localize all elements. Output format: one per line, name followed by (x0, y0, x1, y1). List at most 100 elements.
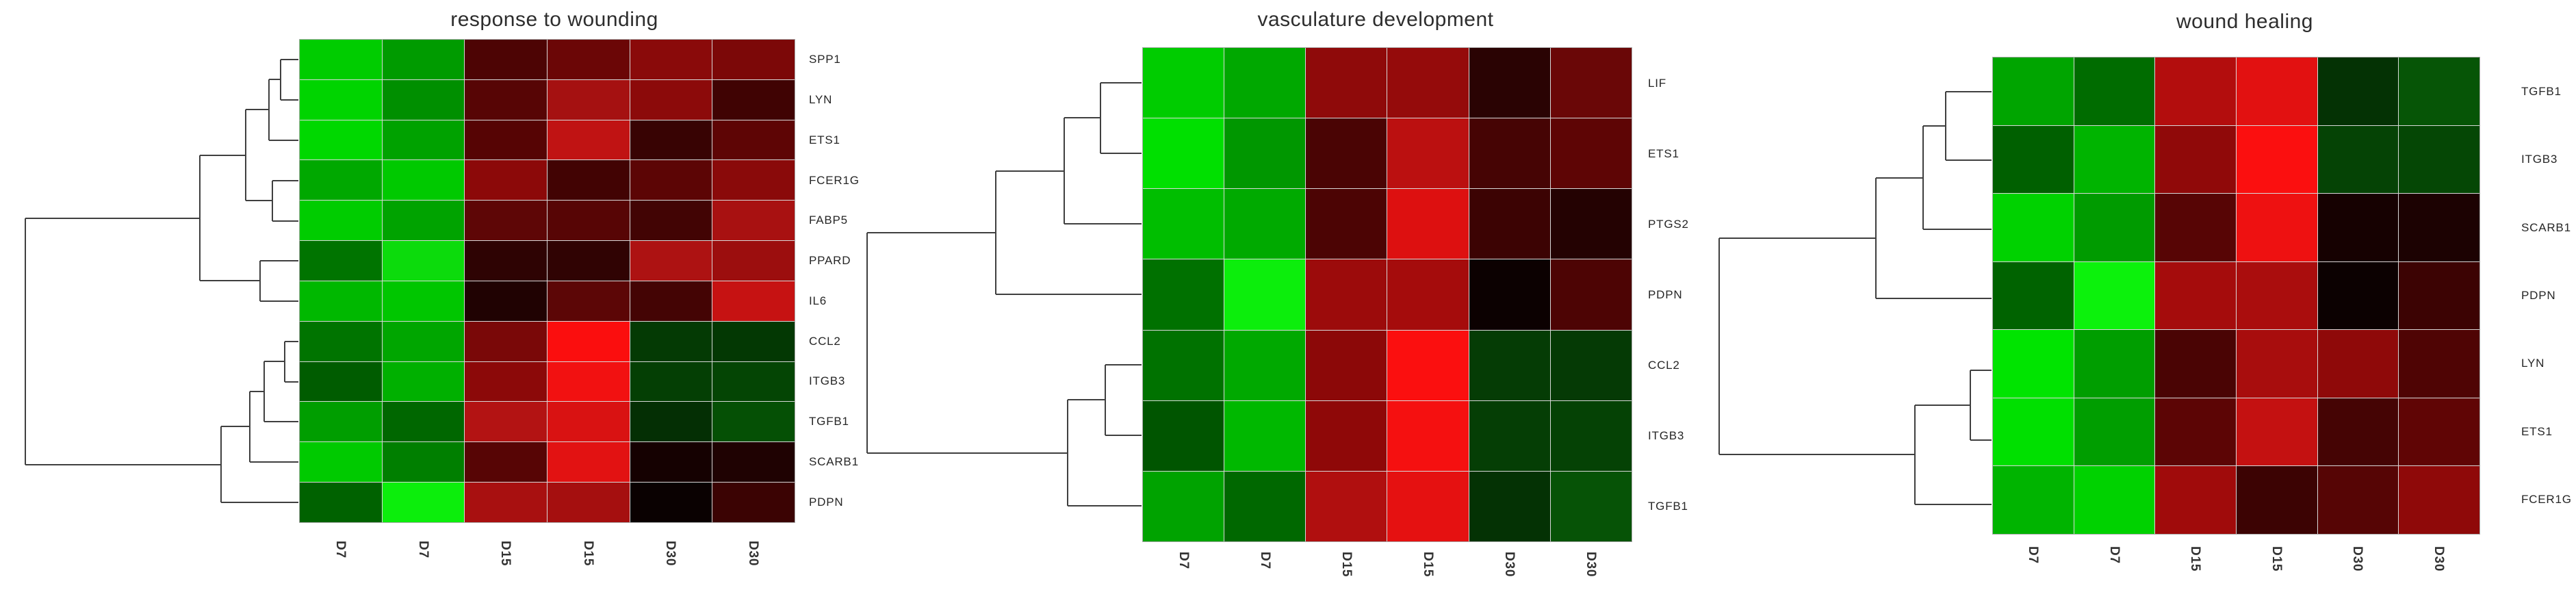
heatmap-cell-ETS1-D7-c0 (300, 120, 382, 160)
heatmap-cell-PDPN-D7-c1 (2074, 261, 2155, 330)
heatmap-cell-SCARB1-D30-c5 (712, 442, 795, 483)
heatmap-cell-FCER1G-D7-c1 (2074, 466, 2155, 534)
heatmap-wound-healing (1992, 57, 2480, 535)
heatmap-cell-PDPN-D7-c0 (1143, 259, 1224, 330)
gene-label-SCARB1: SCARB1 (2521, 220, 2571, 234)
heatmap-cell-PDPN-D7-c1 (382, 483, 465, 522)
heatmap-cell-PTGS2-D7-c1 (1224, 189, 1306, 259)
column-label-D15-c2: D15 (2188, 546, 2203, 572)
heatmap-cell-TGFB1-D7-c0 (300, 402, 382, 442)
gene-label-ETS1: ETS1 (2521, 424, 2553, 438)
gene-label-PDPN: PDPN (2521, 289, 2556, 302)
gene-label-TGFB1: TGFB1 (809, 415, 849, 428)
heatmap-cell-TGFB1-D7-c0 (1993, 57, 2074, 125)
heatmap-cell-PTGS2-D7-c0 (1143, 189, 1224, 259)
heatmap-cell-TGFB1-D15-c3 (2236, 57, 2317, 125)
heatmap-cell-TGFB1-D15-c2 (2155, 57, 2236, 125)
gene-label-LIF: LIF (1648, 76, 1666, 90)
gene-label-FABP5: FABP5 (809, 214, 848, 227)
panel-title-vasculature-development: vasculature development (1257, 8, 1494, 31)
heatmap-cell-PDPN-D30-c5 (712, 483, 795, 522)
heatmap-cell-CCL2-D7-c0 (300, 321, 382, 361)
heatmap-cell-FCER1G-D15-c2 (465, 160, 547, 201)
heatmap-cell-ETS1-D7-c0 (1143, 118, 1224, 189)
heatmap-cell-PDPN-D15-c2 (1306, 259, 1387, 330)
heatmap-cell-TGFB1-D7-c1 (1224, 471, 1306, 541)
heatmap-cell-CCL2-D15-c3 (547, 321, 630, 361)
column-label-D30-c4: D30 (2350, 546, 2365, 572)
gene-label-CCL2: CCL2 (809, 334, 841, 348)
heatmap-cell-ITGB3-D15-c3 (1387, 400, 1469, 471)
heatmap-cell-ETS1-D15-c3 (547, 120, 630, 160)
heatmap-cell-LYN-D30-c5 (2399, 330, 2480, 398)
column-label-D7-c0: D7 (333, 541, 348, 559)
heatmap-cell-CCL2-D7-c1 (1224, 330, 1306, 400)
heatmap-cell-LYN-D15-c2 (2155, 330, 2236, 398)
heatmap-cell-TGFB1-D30-c4 (630, 402, 712, 442)
heatmap-cell-LYN-D7-c1 (382, 79, 465, 120)
heatmap-cell-PPARD-D15-c2 (465, 241, 547, 281)
heatmap-cell-SCARB1-D30-c4 (630, 442, 712, 483)
gene-label-LYN: LYN (809, 93, 833, 107)
gene-label-FCER1G: FCER1G (809, 173, 860, 187)
heatmap-cell-TGFB1-D30-c4 (2317, 57, 2399, 125)
heatmap-cell-ITGB3-D7-c0 (300, 361, 382, 402)
gene-label-PDPN: PDPN (1648, 287, 1683, 301)
heatmap-cell-FABP5-D7-c0 (300, 201, 382, 241)
heatmap-cell-SCARB1-D7-c1 (2074, 194, 2155, 261)
heatmap-cell-PPARD-D30-c5 (712, 241, 795, 281)
heatmap-cell-LYN-D7-c0 (300, 79, 382, 120)
heatmap-cell-FABP5-D15-c2 (465, 201, 547, 241)
heatmap-cell-SCARB1-D7-c1 (382, 442, 465, 483)
column-label-D15-c3: D15 (1420, 552, 1435, 578)
heatmap-cell-ITGB3-D15-c3 (2236, 125, 2317, 194)
heatmap-cell-ETS1-D30-c4 (2317, 398, 2399, 466)
column-label-D30-c4: D30 (1502, 552, 1517, 578)
heatmap-cell-CCL2-D30-c5 (1550, 330, 1632, 400)
heatmap-cell-ITGB3-D7-c0 (1993, 125, 2074, 194)
gene-label-PDPN: PDPN (809, 495, 844, 509)
heatmap-cell-ITGB3-D7-c1 (382, 361, 465, 402)
heatmap-cell-LYN-D30-c4 (630, 79, 712, 120)
heatmap-cell-FCER1G-D30-c5 (712, 160, 795, 201)
gene-label-ETS1: ETS1 (809, 133, 840, 146)
heatmap-cell-CCL2-D7-c0 (1143, 330, 1224, 400)
heatmap-cell-ITGB3-D30-c4 (1469, 400, 1550, 471)
column-label-D7-c1: D7 (1257, 552, 1272, 569)
heatmap-cell-PPARD-D15-c3 (547, 241, 630, 281)
heatmap-cell-LYN-D30-c4 (2317, 330, 2399, 398)
heatmap-cell-CCL2-D15-c2 (465, 321, 547, 361)
heatmap-cell-LIF-D7-c1 (1224, 48, 1306, 118)
heatmap-response-to-wounding (299, 39, 795, 523)
heatmap-cell-SPP1-D15-c3 (547, 40, 630, 79)
heatmap-cell-PDPN-D30-c4 (1469, 259, 1550, 330)
heatmap-cell-PPARD-D7-c0 (300, 241, 382, 281)
heatmap-cell-TGFB1-D7-c0 (1143, 471, 1224, 541)
heatmap-cell-LIF-D15-c3 (1387, 48, 1469, 118)
heatmap-cell-SCARB1-D7-c0 (300, 442, 382, 483)
heatmap-cell-PDPN-D7-c0 (300, 483, 382, 522)
heatmap-cell-ITGB3-D15-c2 (1306, 400, 1387, 471)
gene-label-ETS1: ETS1 (1648, 146, 1679, 160)
heatmap-cell-PTGS2-D15-c2 (1306, 189, 1387, 259)
heatmap-cell-SPP1-D7-c0 (300, 40, 382, 79)
heatmap-cell-TGFB1-D15-c2 (1306, 471, 1387, 541)
column-label-D15-c3: D15 (2269, 546, 2284, 572)
gene-label-ITGB3: ITGB3 (1648, 428, 1685, 442)
column-label-D15-c3: D15 (580, 541, 595, 567)
heatmap-cell-SPP1-D15-c2 (465, 40, 547, 79)
heatmap-cell-FABP5-D7-c1 (382, 201, 465, 241)
heatmap-cell-SPP1-D30-c5 (712, 40, 795, 79)
column-label-D15-c2: D15 (1339, 552, 1354, 578)
heatmap-cell-ITGB3-D30-c4 (2317, 125, 2399, 194)
heatmap-cell-PDPN-D30-c4 (2317, 261, 2399, 330)
heatmap-cell-LYN-D15-c2 (465, 79, 547, 120)
heatmap-cell-CCL2-D7-c1 (382, 321, 465, 361)
heatmap-cell-TGFB1-D15-c3 (547, 402, 630, 442)
heatmap-cell-FCER1G-D7-c1 (382, 160, 465, 201)
heatmap-cell-PPARD-D30-c4 (630, 241, 712, 281)
heatmap-cell-LIF-D30-c4 (1469, 48, 1550, 118)
heatmap-cell-ETS1-D30-c5 (2399, 398, 2480, 466)
heatmap-cell-FCER1G-D15-c3 (2236, 466, 2317, 534)
